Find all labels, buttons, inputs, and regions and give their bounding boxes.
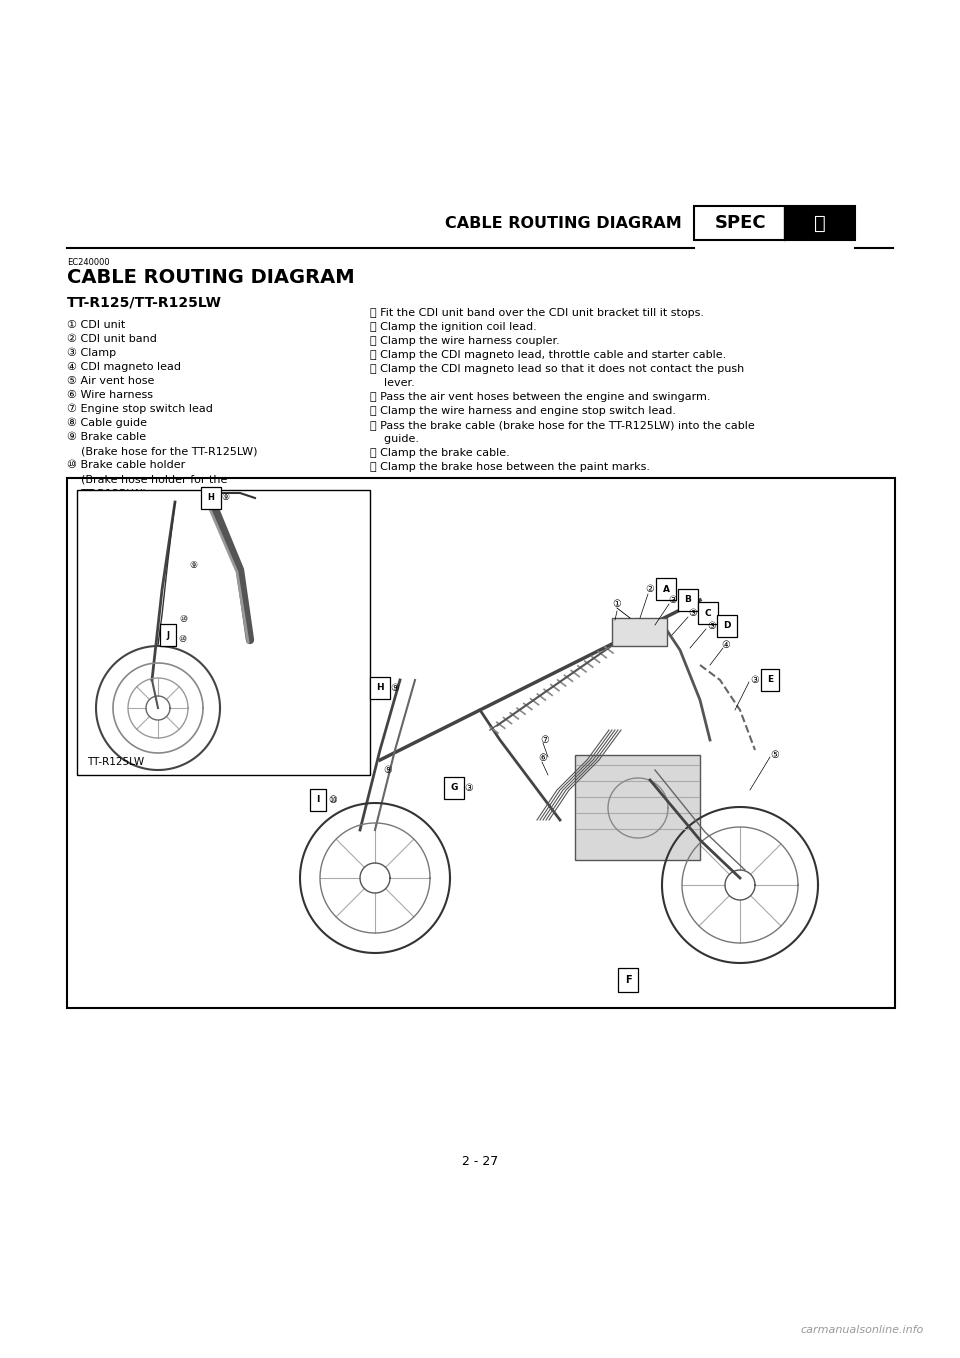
Text: 🔧: 🔧: [814, 213, 826, 232]
Text: ①: ①: [612, 599, 621, 608]
Text: ⑤ Air vent hose: ⑤ Air vent hose: [67, 376, 155, 386]
Text: ⑦: ⑦: [540, 735, 549, 746]
Text: ④ CDI magneto lead: ④ CDI magneto lead: [67, 363, 181, 372]
Text: ③ Clamp: ③ Clamp: [67, 348, 116, 359]
Text: ⑤: ⑤: [771, 750, 780, 760]
Text: ③: ③: [668, 595, 678, 606]
Text: CABLE ROUTING DIAGRAM: CABLE ROUTING DIAGRAM: [445, 216, 682, 231]
Text: Ⓑ Clamp the ignition coil lead.: Ⓑ Clamp the ignition coil lead.: [370, 322, 537, 331]
Text: Ⓘ Clamp the brake cable.: Ⓘ Clamp the brake cable.: [370, 448, 510, 458]
Text: ② CDI unit band: ② CDI unit band: [67, 334, 156, 344]
Bar: [694, 206, 855, 240]
Text: CABLE ROUTING DIAGRAM: CABLE ROUTING DIAGRAM: [67, 268, 354, 287]
Text: carmanualsonline.info: carmanualsonline.info: [801, 1325, 924, 1335]
Text: ⑨: ⑨: [221, 493, 229, 502]
Text: G: G: [450, 784, 458, 793]
Text: ⑩: ⑩: [178, 636, 186, 645]
Text: Ⓐ Fit the CDI unit band over the CDI unit bracket till it stops.: Ⓐ Fit the CDI unit band over the CDI uni…: [370, 308, 704, 318]
Text: H: H: [207, 493, 214, 502]
Text: 2 - 27: 2 - 27: [462, 1156, 498, 1168]
Text: ⑧ Cable guide: ⑧ Cable guide: [67, 418, 147, 428]
Text: ②: ②: [646, 584, 655, 593]
Text: Ⓔ Clamp the CDI magneto lead so that it does not contact the push: Ⓔ Clamp the CDI magneto lead so that it …: [370, 364, 744, 373]
Text: (Brake hose holder for the: (Brake hose holder for the: [67, 474, 228, 483]
Text: Ⓕ Pass the air vent hoses between the engine and swingarm.: Ⓕ Pass the air vent hoses between the en…: [370, 392, 710, 402]
Text: ⑩ Brake cable holder: ⑩ Brake cable holder: [67, 460, 185, 470]
Text: ⑦ Engine stop switch lead: ⑦ Engine stop switch lead: [67, 403, 213, 414]
Text: ④: ④: [722, 640, 731, 650]
Text: I: I: [316, 796, 320, 804]
Text: ① CDI unit: ① CDI unit: [67, 320, 125, 330]
Text: B: B: [684, 596, 691, 604]
Text: F: F: [625, 975, 632, 985]
Text: guide.: guide.: [370, 435, 419, 444]
Text: ③: ③: [708, 621, 716, 631]
Text: J: J: [166, 630, 170, 640]
Text: ⑩: ⑩: [328, 794, 337, 805]
Bar: [575, 755, 700, 860]
Bar: [612, 618, 667, 646]
Text: SPEC: SPEC: [715, 215, 767, 232]
Text: ⑨: ⑨: [189, 561, 197, 569]
Text: D: D: [723, 622, 731, 630]
Text: ⑥: ⑥: [539, 752, 547, 763]
Text: ⑨: ⑨: [384, 765, 393, 775]
Bar: [785, 206, 854, 239]
Text: A: A: [662, 584, 669, 593]
Text: ③: ③: [751, 675, 759, 684]
Text: E: E: [767, 675, 773, 684]
Text: C: C: [705, 608, 711, 618]
Text: ⑨ Brake cable: ⑨ Brake cable: [67, 432, 146, 441]
Text: lever.: lever.: [370, 378, 415, 388]
Text: Ⓒ Clamp the wire harness coupler.: Ⓒ Clamp the wire harness coupler.: [370, 335, 560, 346]
Bar: [67, 478, 895, 1008]
Bar: [77, 490, 370, 775]
Text: ③: ③: [465, 784, 473, 793]
Text: Ⓙ Clamp the brake hose between the paint marks.: Ⓙ Clamp the brake hose between the paint…: [370, 462, 650, 473]
Text: TT-R125LW: TT-R125LW: [87, 756, 144, 767]
Text: Ⓖ Clamp the wire harness and engine stop switch lead.: Ⓖ Clamp the wire harness and engine stop…: [370, 406, 676, 416]
Text: ⑨: ⑨: [391, 683, 399, 693]
Text: ⑩: ⑩: [179, 615, 187, 625]
Text: EC240000: EC240000: [67, 258, 109, 268]
Text: TT-R125LW): TT-R125LW): [67, 488, 147, 498]
Text: ⑥ Wire harness: ⑥ Wire harness: [67, 390, 153, 401]
Text: TT-R125/TT-R125LW: TT-R125/TT-R125LW: [67, 295, 222, 310]
Text: Ⓓ Clamp the CDI magneto lead, throttle cable and starter cable.: Ⓓ Clamp the CDI magneto lead, throttle c…: [370, 350, 727, 360]
Text: ③: ③: [688, 608, 697, 618]
Text: H: H: [376, 683, 384, 693]
Text: (Brake hose for the TT-R125LW): (Brake hose for the TT-R125LW): [67, 445, 257, 456]
Text: Ⓗ Pass the brake cable (brake hose for the TT-R125LW) into the cable: Ⓗ Pass the brake cable (brake hose for t…: [370, 420, 755, 430]
